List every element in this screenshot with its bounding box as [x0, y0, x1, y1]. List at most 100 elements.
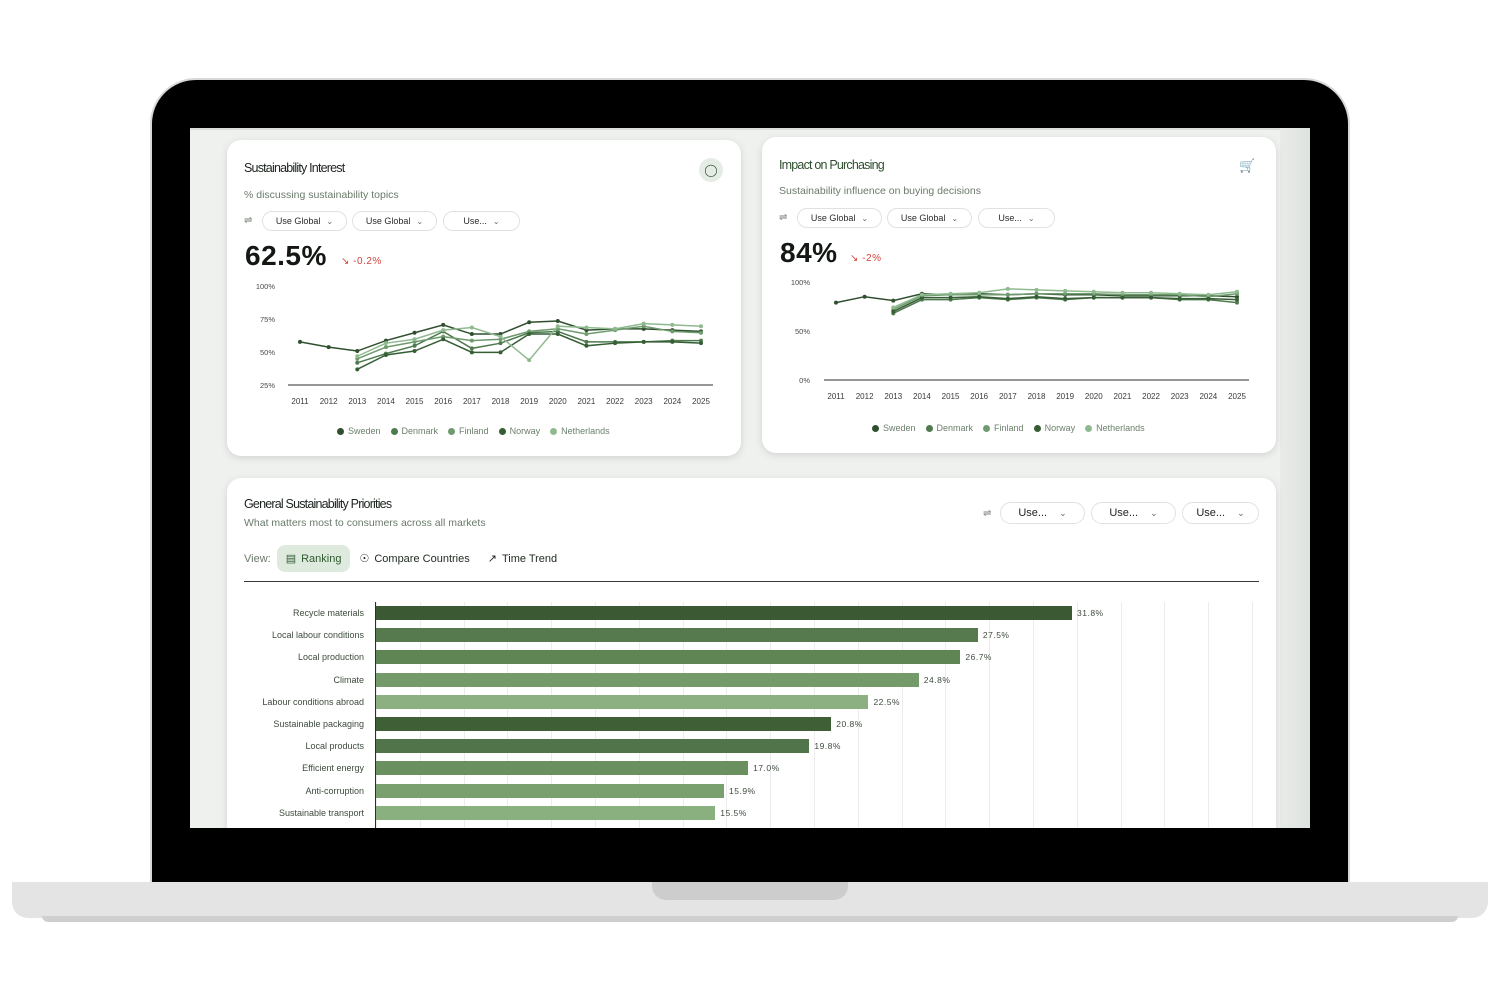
data-point[interactable]: [469, 332, 474, 337]
legend-item-netherlands[interactable]: Netherlands: [550, 426, 610, 436]
data-point[interactable]: [298, 339, 302, 344]
filter-select-2[interactable]: Use Global ⌄: [887, 208, 972, 228]
data-point[interactable]: [1149, 295, 1154, 300]
data-point[interactable]: [919, 292, 924, 297]
scroll-gutter[interactable]: [1280, 128, 1310, 828]
bar[interactable]: [376, 783, 724, 798]
legend-item-denmark[interactable]: Denmark: [390, 426, 438, 436]
data-point[interactable]: [641, 339, 646, 344]
data-point[interactable]: [977, 290, 982, 295]
data-point[interactable]: [1206, 296, 1211, 301]
data-point[interactable]: [383, 341, 388, 346]
data-point[interactable]: [383, 352, 388, 357]
legend-item-norway[interactable]: Norway: [1033, 423, 1075, 433]
data-point[interactable]: [1005, 286, 1010, 291]
data-point[interactable]: [1034, 291, 1039, 296]
data-point[interactable]: [498, 350, 503, 355]
data-point[interactable]: [613, 341, 618, 346]
data-point[interactable]: [1177, 296, 1182, 301]
data-point[interactable]: [527, 358, 532, 363]
data-point[interactable]: [948, 291, 953, 296]
data-point[interactable]: [555, 332, 560, 337]
data-point[interactable]: [1235, 297, 1239, 302]
data-point[interactable]: [699, 324, 703, 329]
data-point[interactable]: [326, 345, 331, 350]
data-point[interactable]: [641, 321, 646, 326]
data-point[interactable]: [891, 298, 896, 303]
chat-bubble-icon[interactable]: ◯: [699, 158, 723, 182]
data-point[interactable]: [670, 329, 675, 334]
data-point[interactable]: [555, 318, 560, 323]
data-point[interactable]: [412, 337, 417, 342]
data-point[interactable]: [498, 341, 503, 346]
series-line-denmark[interactable]: [357, 330, 701, 364]
bar[interactable]: [376, 694, 869, 709]
data-point[interactable]: [1206, 292, 1211, 297]
tab-compare-countries[interactable]: ☉ Compare Countries: [350, 545, 478, 572]
data-point[interactable]: [498, 334, 503, 339]
filter-icon[interactable]: ⇌: [779, 212, 788, 223]
data-point[interactable]: [355, 360, 360, 365]
filter-select-3[interactable]: Use... ⌄: [1182, 502, 1259, 524]
data-point[interactable]: [555, 324, 560, 329]
data-point[interactable]: [1005, 296, 1010, 301]
data-point[interactable]: [1177, 291, 1182, 296]
tab-time-trend[interactable]: ↗ Time Trend: [479, 545, 566, 572]
data-point[interactable]: [584, 339, 589, 344]
data-point[interactable]: [412, 349, 417, 354]
bar[interactable]: [376, 650, 961, 665]
legend-item-sweden[interactable]: Sweden: [872, 423, 916, 433]
bar[interactable]: [376, 761, 749, 776]
legend-item-denmark[interactable]: Denmark: [925, 423, 973, 433]
legend-item-finland[interactable]: Finland: [983, 423, 1024, 433]
data-point[interactable]: [1063, 288, 1068, 293]
data-point[interactable]: [584, 332, 589, 337]
data-point[interactable]: [1034, 287, 1039, 292]
bar[interactable]: [376, 717, 832, 731]
data-point[interactable]: [699, 341, 703, 346]
data-point[interactable]: [1120, 295, 1125, 300]
data-point[interactable]: [355, 354, 360, 359]
data-point[interactable]: [355, 367, 360, 372]
data-point[interactable]: [670, 322, 675, 327]
filter-select-3[interactable]: Use... ⌄: [978, 208, 1055, 228]
data-point[interactable]: [441, 337, 446, 342]
data-point[interactable]: [891, 309, 896, 314]
data-point[interactable]: [1063, 296, 1068, 301]
bar[interactable]: [376, 628, 978, 643]
data-point[interactable]: [1120, 290, 1125, 295]
bar[interactable]: [376, 672, 919, 687]
legend-item-finland[interactable]: Finland: [448, 426, 489, 436]
cart-icon[interactable]: 🛒: [1239, 158, 1256, 173]
data-point[interactable]: [469, 346, 474, 351]
filter-select-3[interactable]: Use... ⌄: [443, 211, 520, 231]
data-point[interactable]: [355, 349, 360, 354]
filter-select-2[interactable]: Use... ⌄: [1091, 502, 1176, 524]
filter-select-1[interactable]: Use Global ⌄: [262, 211, 347, 231]
data-point[interactable]: [527, 332, 532, 337]
data-point[interactable]: [948, 295, 953, 300]
data-point[interactable]: [919, 295, 924, 300]
legend-item-sweden[interactable]: Sweden: [337, 426, 381, 436]
data-point[interactable]: [441, 322, 446, 327]
data-point[interactable]: [412, 330, 417, 335]
data-point[interactable]: [699, 330, 703, 335]
filter-select-1[interactable]: Use... ⌄: [1000, 502, 1085, 524]
legend-item-netherlands[interactable]: Netherlands: [1085, 423, 1145, 433]
bar[interactable]: [376, 739, 810, 754]
data-point[interactable]: [834, 300, 838, 305]
data-point[interactable]: [1034, 294, 1039, 299]
data-point[interactable]: [1149, 290, 1154, 295]
data-point[interactable]: [441, 328, 446, 333]
data-point[interactable]: [469, 350, 474, 355]
data-point[interactable]: [469, 325, 474, 330]
data-point[interactable]: [1235, 294, 1239, 299]
data-point[interactable]: [1235, 300, 1239, 305]
filter-icon[interactable]: ⇌: [983, 508, 992, 519]
filter-select-2[interactable]: Use Global ⌄: [352, 211, 437, 231]
data-point[interactable]: [1091, 295, 1096, 300]
data-point[interactable]: [383, 345, 388, 350]
filter-select-1[interactable]: Use Global ⌄: [797, 208, 882, 228]
data-point[interactable]: [584, 343, 589, 348]
data-point[interactable]: [1063, 291, 1068, 296]
